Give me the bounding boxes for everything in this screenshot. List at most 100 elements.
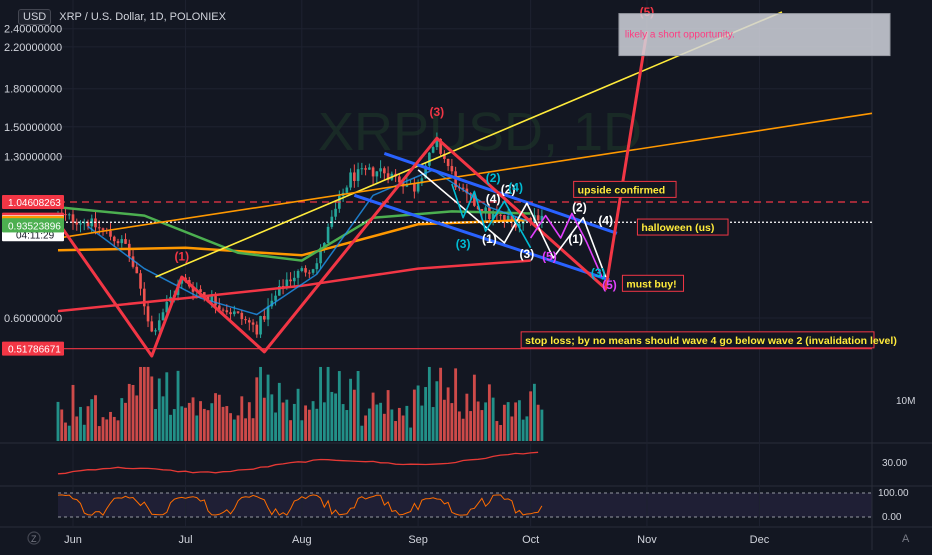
symbol-title: XRP / U.S. Dollar, 1D, POLONIEX xyxy=(59,11,226,23)
tradingview-logo-circle xyxy=(27,531,41,545)
candle-body xyxy=(120,239,124,244)
volume-bar xyxy=(420,405,424,441)
candle-body xyxy=(536,215,540,221)
candle-body xyxy=(116,241,120,244)
volume-bar xyxy=(491,397,495,441)
volume-bar xyxy=(195,415,199,441)
volume-bar xyxy=(322,402,326,441)
candle-body xyxy=(210,295,214,302)
volume-bar xyxy=(86,406,90,441)
volume-bar xyxy=(454,368,458,441)
volume-bar xyxy=(484,402,488,441)
price-tick-4: 1.30000000 xyxy=(4,152,62,164)
volume-bar xyxy=(56,401,60,441)
volume-bar xyxy=(442,399,446,441)
candle-body xyxy=(450,166,454,172)
candle-body xyxy=(296,270,300,278)
volume-bar xyxy=(521,419,525,441)
magnet-icon[interactable]: A xyxy=(902,533,910,545)
volume-bar xyxy=(450,403,454,441)
volume-bar xyxy=(124,402,127,441)
volume-bar xyxy=(510,416,514,441)
wave-label-15: (4) xyxy=(508,180,523,194)
volume-bar xyxy=(480,410,484,441)
volume-bar xyxy=(446,387,450,441)
candle-body xyxy=(308,272,311,274)
volume-bar xyxy=(502,404,506,441)
candle-body xyxy=(225,310,229,313)
volume-bar xyxy=(146,366,150,441)
candle-body xyxy=(229,312,232,315)
annotation-4: likely a short opportunity. xyxy=(625,30,735,41)
candle-body xyxy=(274,295,277,301)
volume-bar xyxy=(379,402,383,441)
time-label-aug: Aug xyxy=(292,534,312,546)
time-label-dec: Dec xyxy=(750,534,770,546)
wave-label-4: (1) xyxy=(482,232,497,246)
candle-body xyxy=(398,176,401,183)
volume-bar xyxy=(360,425,364,441)
volume-bar xyxy=(120,398,124,441)
volume-bar xyxy=(476,401,480,441)
candle-body xyxy=(386,173,390,180)
volume-bar xyxy=(127,383,131,441)
volume-bar xyxy=(405,405,409,441)
volume-bar xyxy=(487,384,491,441)
indicator2-axis-top: 100.00 xyxy=(878,488,909,499)
volume-bar xyxy=(326,366,330,441)
volume-bar xyxy=(506,402,510,441)
ma-green xyxy=(57,205,531,262)
volume-bar xyxy=(386,390,390,441)
volume-bar xyxy=(94,395,97,441)
tradingview-logo-glyph: Z xyxy=(31,534,37,544)
volume-bars xyxy=(56,366,544,441)
volume-bar xyxy=(251,418,255,441)
candle-body xyxy=(435,138,439,148)
volume-bar xyxy=(210,403,214,441)
volume-bar xyxy=(409,427,413,441)
wave-white-sub xyxy=(417,169,607,278)
volume-bar xyxy=(101,417,105,441)
annotation-1: halloween (us) xyxy=(641,222,714,234)
volume-bar xyxy=(90,399,94,441)
time-label-oct: Oct xyxy=(522,534,539,546)
price-tick-1: 2.20000000 xyxy=(4,42,62,54)
wave-primary xyxy=(56,31,649,358)
channel-lower xyxy=(353,193,610,282)
volume-bar xyxy=(337,371,341,441)
volume-bar xyxy=(221,406,225,441)
volume-bar xyxy=(217,394,221,441)
volume-bar xyxy=(469,411,473,441)
candle-body xyxy=(278,286,281,296)
candle-body xyxy=(540,215,544,221)
volume-axis-label: 10M xyxy=(896,396,915,407)
price-badge-label-5: 0.93523896 xyxy=(8,221,61,232)
currency-button[interactable]: USD xyxy=(18,9,52,25)
volume-bar xyxy=(427,366,431,441)
candle-body xyxy=(420,178,424,184)
candle-body xyxy=(146,306,150,322)
wave-cyan-sub xyxy=(451,183,532,249)
volume-bar xyxy=(75,416,79,441)
candle-body xyxy=(323,242,326,248)
candle-body xyxy=(64,214,67,216)
time-label-nov: Nov xyxy=(637,534,657,546)
volume-bar xyxy=(304,405,308,441)
volume-bar xyxy=(206,410,210,441)
candle-body xyxy=(112,236,116,242)
volume-bar xyxy=(401,415,405,441)
volume-bar xyxy=(289,420,292,441)
candle-body xyxy=(353,172,356,181)
magnet-icon-glyph: A xyxy=(902,533,910,545)
indicator2-axis-bottom: 0.00 xyxy=(882,512,902,523)
volume-bar xyxy=(375,404,379,441)
volume-bar xyxy=(270,394,274,441)
candle-body xyxy=(86,222,90,227)
volume-bar xyxy=(64,422,67,441)
ma-blue xyxy=(87,169,531,316)
candle-body xyxy=(510,215,514,220)
volume-bar xyxy=(116,420,120,441)
volume-bar xyxy=(345,410,349,441)
